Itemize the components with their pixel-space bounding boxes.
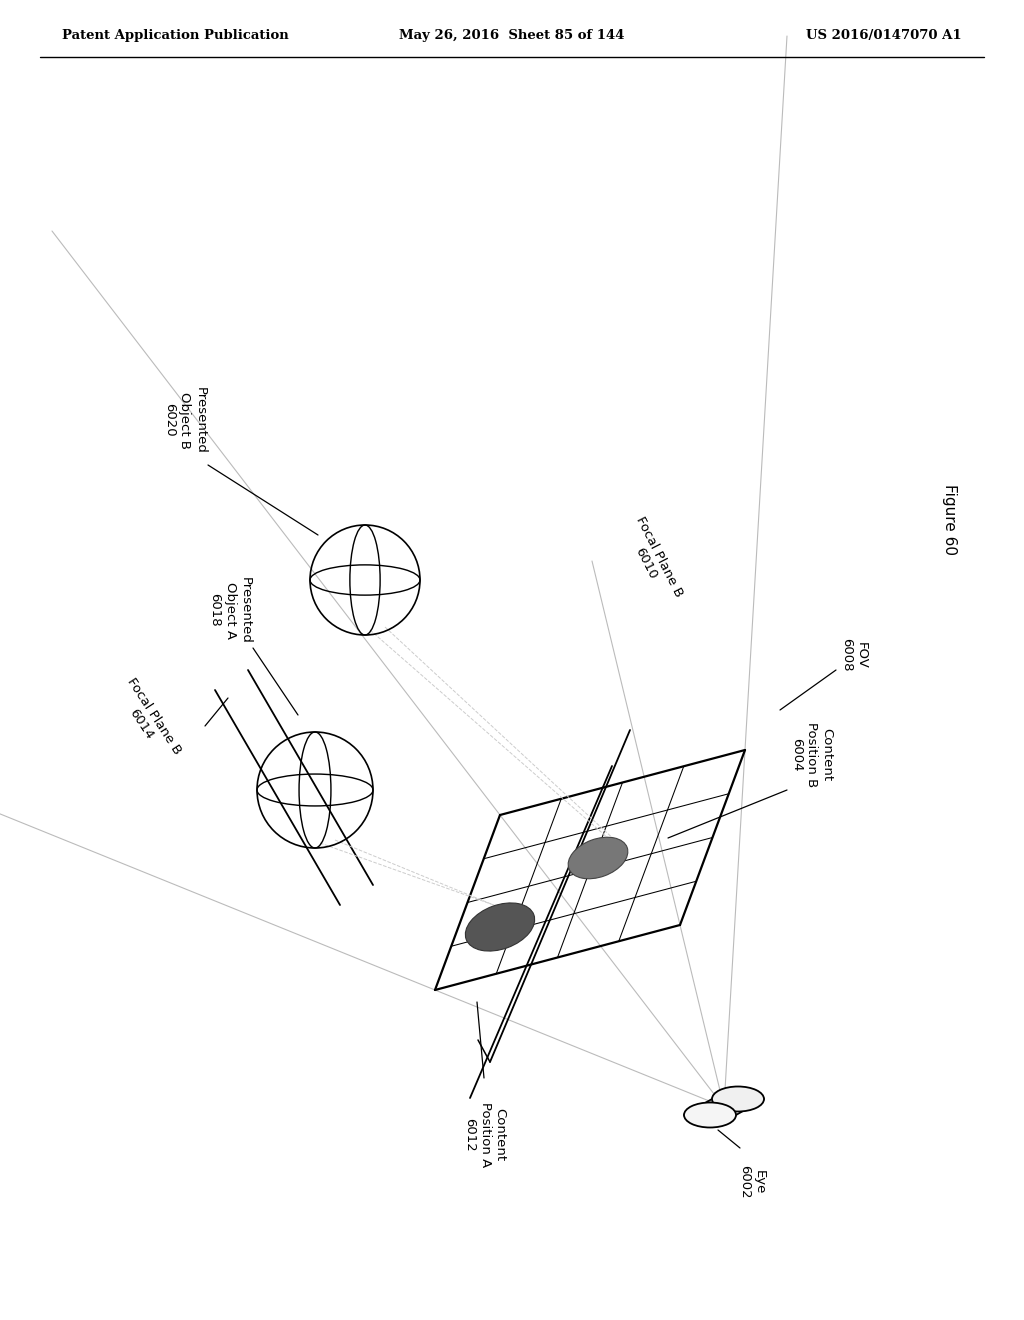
- Text: FOV
6008: FOV 6008: [840, 639, 868, 672]
- Ellipse shape: [568, 837, 628, 879]
- Text: Eye
6002: Eye 6002: [738, 1166, 766, 1199]
- Text: US 2016/0147070 A1: US 2016/0147070 A1: [806, 29, 962, 41]
- Text: Content
Position B
6004: Content Position B 6004: [790, 722, 833, 788]
- Text: May 26, 2016  Sheet 85 of 144: May 26, 2016 Sheet 85 of 144: [399, 29, 625, 41]
- Text: Focal Plane B
6014: Focal Plane B 6014: [112, 676, 183, 764]
- Ellipse shape: [712, 1086, 764, 1111]
- Text: Presented
Object A
6018: Presented Object A 6018: [209, 577, 252, 643]
- Ellipse shape: [684, 1102, 736, 1127]
- Text: Presented
Object B
6020: Presented Object B 6020: [164, 387, 207, 454]
- Ellipse shape: [465, 903, 535, 952]
- Text: Patent Application Publication: Patent Application Publication: [62, 29, 289, 41]
- Text: Figure 60: Figure 60: [942, 484, 957, 556]
- Text: Focal Plane B
6010: Focal Plane B 6010: [620, 515, 685, 606]
- Text: Content
Position A
6012: Content Position A 6012: [464, 1102, 507, 1168]
